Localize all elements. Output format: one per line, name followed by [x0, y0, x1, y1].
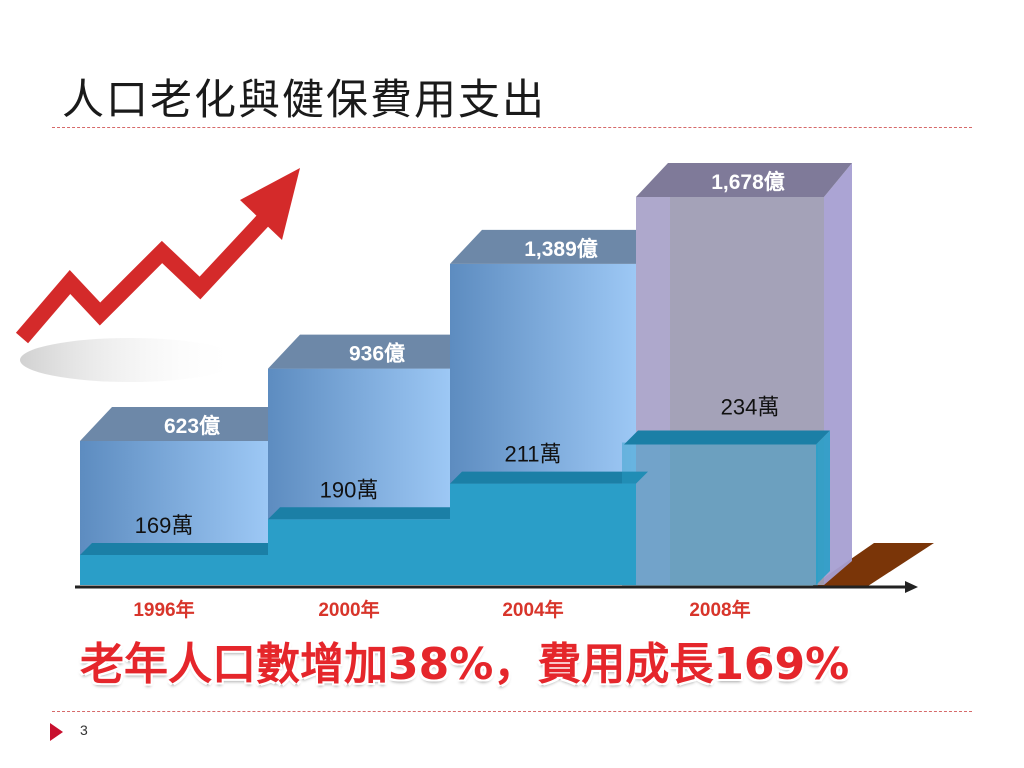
- headline-summary: 老年人口數增加38%，費用成長169%: [80, 639, 850, 690]
- population-label: 169萬: [135, 513, 194, 538]
- page-number: 3: [80, 722, 88, 738]
- bar-top: [80, 406, 268, 441]
- population-label: 234萬: [721, 395, 780, 420]
- x-tick-label: 2004年: [502, 598, 563, 621]
- base-front: [622, 442, 818, 587]
- footer-triangle-icon: [50, 723, 63, 741]
- bar-top: [268, 334, 450, 369]
- cost-label: 936億: [349, 342, 405, 366]
- base-front: [80, 555, 268, 585]
- cost-label: 1,389億: [524, 237, 598, 261]
- ground-slab: [812, 543, 934, 586]
- footer-divider: [52, 711, 972, 712]
- base-side: [816, 430, 830, 585]
- page-title: 人口老化與健保費用支出: [62, 75, 547, 124]
- x-tick-label: 2000年: [318, 598, 379, 621]
- bar-inner: [670, 197, 824, 585]
- base-front: [450, 483, 636, 585]
- base-1996年: [80, 543, 280, 585]
- base-front: [268, 519, 450, 585]
- base-top: [624, 430, 830, 445]
- base-2008年: [622, 430, 830, 587]
- x-tick-label: 2008年: [689, 598, 750, 621]
- title-divider: [52, 127, 972, 128]
- cost-label: 623億: [164, 414, 220, 438]
- base-top: [80, 543, 280, 555]
- x-axis-arrowhead: [905, 581, 918, 593]
- rising-arrow-icon: [15, 168, 300, 382]
- cost-label: 1,678億: [711, 170, 785, 194]
- population-label: 190萬: [320, 477, 379, 502]
- base-top: [450, 471, 648, 484]
- base-top: [268, 507, 462, 520]
- population-label: 211萬: [504, 442, 561, 467]
- base-2000年: [268, 507, 462, 585]
- x-tick-label: 1996年: [133, 598, 194, 621]
- bar-2008年: [636, 163, 852, 585]
- bar-side: [824, 163, 852, 585]
- bar-top: [636, 163, 852, 197]
- bar-top: [450, 229, 636, 264]
- base-2004年: [450, 471, 648, 585]
